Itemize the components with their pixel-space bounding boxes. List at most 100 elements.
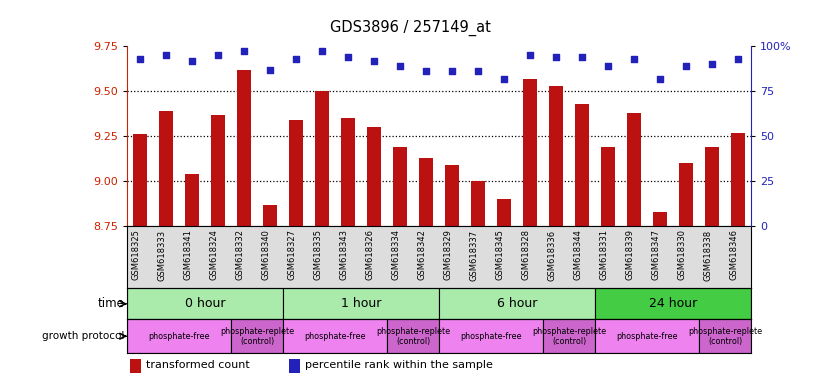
Text: 6 hour: 6 hour — [497, 297, 538, 310]
Text: GSM618339: GSM618339 — [626, 230, 635, 280]
Text: phosphate-replete
(control): phosphate-replete (control) — [688, 326, 762, 346]
Text: phosphate-replete
(control): phosphate-replete (control) — [220, 326, 294, 346]
Point — [471, 68, 484, 74]
Text: GSM618343: GSM618343 — [339, 230, 348, 280]
Text: transformed count: transformed count — [146, 360, 250, 370]
Text: GSM618326: GSM618326 — [365, 230, 374, 280]
Point — [446, 68, 459, 74]
Point — [212, 52, 225, 58]
Point — [654, 76, 667, 82]
Bar — [133, 134, 148, 226]
Bar — [367, 127, 382, 226]
Point — [342, 54, 355, 60]
Bar — [627, 113, 641, 226]
Text: GSM618325: GSM618325 — [131, 230, 140, 280]
Text: phosphate-free: phosphate-free — [617, 332, 678, 341]
Bar — [263, 205, 277, 226]
Text: GSM618333: GSM618333 — [158, 230, 166, 281]
Bar — [471, 181, 485, 226]
Text: GSM618336: GSM618336 — [548, 230, 557, 281]
Bar — [419, 158, 433, 226]
Text: GSM618327: GSM618327 — [287, 230, 296, 280]
Bar — [127, 319, 232, 353]
Text: GSM618346: GSM618346 — [729, 230, 738, 280]
Bar — [237, 70, 251, 226]
Bar — [679, 163, 694, 226]
Text: GSM618328: GSM618328 — [521, 230, 530, 280]
Point — [238, 48, 251, 55]
Text: GSM618341: GSM618341 — [183, 230, 192, 280]
Point — [394, 63, 407, 69]
Text: GSM618344: GSM618344 — [573, 230, 582, 280]
Bar — [232, 319, 283, 353]
Bar — [315, 91, 329, 226]
Text: growth protocol: growth protocol — [42, 331, 125, 341]
Point — [159, 52, 173, 58]
Bar — [388, 319, 439, 353]
Bar — [445, 165, 460, 226]
Text: GSM618347: GSM618347 — [651, 230, 660, 280]
Text: phosphate-free: phosphate-free — [149, 332, 210, 341]
Text: GSM618337: GSM618337 — [470, 230, 478, 281]
Point — [524, 52, 537, 58]
Bar — [653, 212, 667, 226]
Bar — [439, 319, 544, 353]
Text: GSM618340: GSM618340 — [261, 230, 270, 280]
Text: GDS3896 / 257149_at: GDS3896 / 257149_at — [330, 20, 491, 36]
Bar — [127, 288, 283, 319]
Text: phosphate-replete
(control): phosphate-replete (control) — [376, 326, 450, 346]
Text: GSM618324: GSM618324 — [209, 230, 218, 280]
Bar — [595, 288, 751, 319]
Text: percentile rank within the sample: percentile rank within the sample — [305, 360, 493, 370]
Bar — [544, 319, 595, 353]
Bar — [289, 120, 304, 226]
Text: GSM618345: GSM618345 — [495, 230, 504, 280]
Point — [420, 68, 433, 74]
Point — [680, 63, 693, 69]
Point — [290, 56, 303, 62]
Bar — [497, 199, 511, 226]
Text: 0 hour: 0 hour — [185, 297, 226, 310]
Bar — [601, 147, 616, 226]
Point — [264, 66, 277, 73]
Bar — [283, 288, 439, 319]
Point — [602, 63, 615, 69]
Bar — [159, 111, 173, 226]
Text: GSM618334: GSM618334 — [392, 230, 401, 280]
Bar — [393, 147, 407, 226]
Text: phosphate-replete
(control): phosphate-replete (control) — [532, 326, 606, 346]
Text: GSM618331: GSM618331 — [599, 230, 608, 280]
Bar — [211, 114, 226, 226]
Point — [134, 56, 147, 62]
Point — [706, 61, 719, 67]
Bar — [575, 104, 589, 226]
Bar — [290, 359, 300, 373]
Text: phosphate-free: phosphate-free — [461, 332, 522, 341]
Bar — [341, 118, 355, 226]
Text: time: time — [98, 297, 125, 310]
Text: GSM618342: GSM618342 — [417, 230, 426, 280]
Point — [186, 58, 199, 64]
Text: 24 hour: 24 hour — [649, 297, 697, 310]
Bar — [439, 288, 595, 319]
Text: GSM618332: GSM618332 — [236, 230, 245, 280]
Bar — [595, 319, 699, 353]
Text: GSM618338: GSM618338 — [704, 230, 713, 281]
Point — [732, 56, 745, 62]
Point — [576, 54, 589, 60]
Bar — [185, 174, 200, 226]
Text: GSM618330: GSM618330 — [677, 230, 686, 280]
Bar — [549, 86, 563, 226]
Point — [316, 48, 329, 55]
Text: GSM618329: GSM618329 — [443, 230, 452, 280]
Point — [628, 56, 641, 62]
Bar — [131, 359, 141, 373]
Bar — [283, 319, 388, 353]
Bar — [523, 79, 538, 226]
Point — [550, 54, 563, 60]
Text: GSM618335: GSM618335 — [314, 230, 323, 280]
Bar — [705, 147, 719, 226]
Point — [498, 76, 511, 82]
Bar — [731, 132, 745, 226]
Bar — [699, 319, 751, 353]
